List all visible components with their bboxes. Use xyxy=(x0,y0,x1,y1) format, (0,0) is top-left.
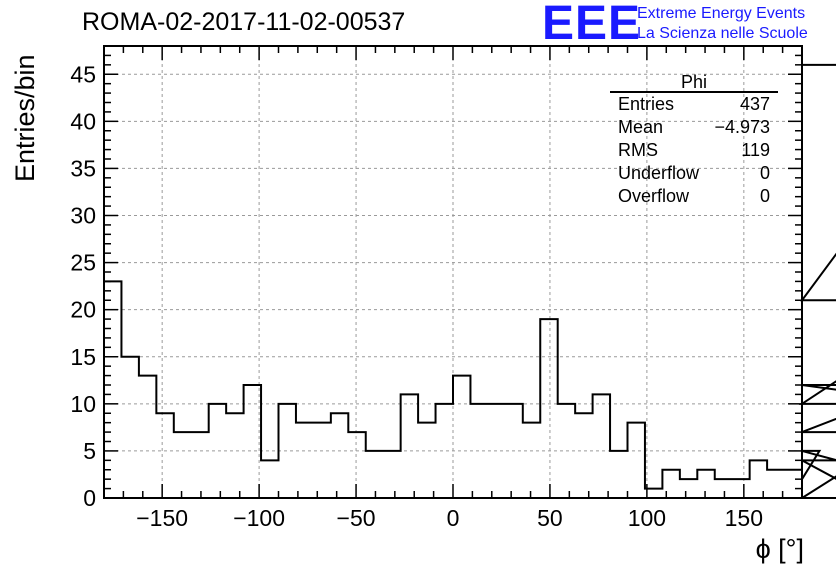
y-tick-label: 0 xyxy=(83,485,96,511)
histogram-bin xyxy=(593,394,610,498)
stat-value: 119 xyxy=(741,140,770,160)
histogram-bin xyxy=(401,394,418,498)
stat-key: RMS xyxy=(618,140,658,160)
histogram-bin xyxy=(331,413,348,498)
histogram-bin xyxy=(296,423,313,498)
histogram-bin xyxy=(174,432,191,498)
histogram-bin xyxy=(680,479,697,498)
y-tick-label: 35 xyxy=(70,155,96,181)
logo-line-2: La Scienza nelle Scuole xyxy=(637,25,808,42)
stats-box-title: Phi xyxy=(680,72,707,92)
histogram-bin xyxy=(348,432,365,498)
histogram-bin xyxy=(104,281,121,498)
histogram-bin xyxy=(505,404,522,498)
histogram-bin xyxy=(436,404,453,498)
x-tick-label: 100 xyxy=(628,505,666,531)
stat-row-rms: RMS 119 xyxy=(618,139,770,162)
histogram-bin xyxy=(750,460,767,498)
x-tick-label: 150 xyxy=(725,505,763,531)
stat-key: Overflow xyxy=(618,186,690,206)
x-tick-label: 50 xyxy=(537,505,563,531)
stat-value: −4.973 xyxy=(714,117,770,137)
histogram-bin xyxy=(785,470,802,498)
histogram-bin xyxy=(191,432,208,498)
histogram-bin xyxy=(732,479,749,498)
histogram-bin xyxy=(244,385,261,498)
histogram-bin xyxy=(575,413,592,498)
stat-value: 0 xyxy=(759,186,770,206)
histogram-bin xyxy=(156,413,173,498)
histogram-bin xyxy=(645,489,662,498)
histogram-bin xyxy=(383,451,400,498)
histogram-bin xyxy=(662,470,679,498)
histogram-bin xyxy=(121,357,138,498)
y-tick-label: 10 xyxy=(70,391,96,417)
stat-row-entries: Entries 437 xyxy=(618,93,770,116)
histogram-bin xyxy=(313,423,330,498)
chart-title: ROMA-02-2017-11-02-00537 xyxy=(82,8,406,36)
y-tick-label: 15 xyxy=(70,344,96,370)
histogram-bin xyxy=(139,376,156,498)
histogram-series xyxy=(104,63,836,499)
histogram-bin xyxy=(540,319,557,498)
histogram-bin xyxy=(209,404,226,498)
histogram-bin xyxy=(226,413,243,498)
y-tick-label: 25 xyxy=(70,250,96,276)
histogram-bin xyxy=(366,451,383,498)
histogram-bin xyxy=(558,404,575,498)
histogram-bin xyxy=(261,460,278,498)
stat-row-mean: Mean −4.973 xyxy=(618,116,770,139)
stats-box-rule xyxy=(610,91,778,93)
histogram-bin xyxy=(610,451,627,498)
histogram-bin xyxy=(418,423,435,498)
x-tick-label: 0 xyxy=(447,505,460,531)
histogram-bin xyxy=(715,479,732,498)
eee-logo: EEE xyxy=(542,0,642,50)
x-tick-label: −150 xyxy=(136,505,188,531)
x-tick-label: −50 xyxy=(337,505,376,531)
logo-line-1: Extreme Energy Events xyxy=(637,5,806,22)
stat-value: 437 xyxy=(739,94,770,114)
histogram-bin xyxy=(697,470,714,498)
y-tick-label: 45 xyxy=(70,61,96,87)
x-tick-label: −100 xyxy=(233,505,285,531)
histogram-bin xyxy=(470,404,487,498)
x-axis-label: ϕ [°] xyxy=(755,534,804,564)
histogram-bin xyxy=(523,423,540,498)
stat-value: 0 xyxy=(759,163,770,183)
stat-row-overflow: Overflow 0 xyxy=(618,185,770,208)
histogram-bin xyxy=(628,423,645,498)
y-tick-label: 20 xyxy=(70,297,96,323)
histogram-bin xyxy=(453,376,470,498)
stat-key: Mean xyxy=(618,117,664,137)
y-tick-label: 5 xyxy=(83,438,96,464)
y-tick-label: 30 xyxy=(70,203,96,229)
histogram-bin xyxy=(767,470,784,498)
y-tick-label: 40 xyxy=(70,108,96,134)
histogram-bin xyxy=(488,404,505,498)
stat-key: Entries xyxy=(618,94,675,114)
plot-frame xyxy=(103,45,803,499)
histogram-bin xyxy=(279,404,296,498)
stat-key: Underflow xyxy=(618,163,700,183)
stat-row-underflow: Underflow 0 xyxy=(618,162,770,185)
